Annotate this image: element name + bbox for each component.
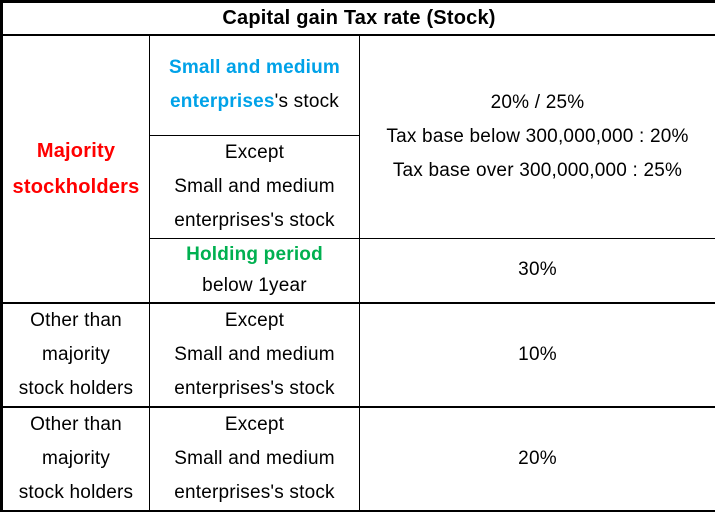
cell-except-sme-other-1: Except Small and medium enterprises's st… xyxy=(149,301,360,408)
cell-rate-other-1: 10% xyxy=(359,301,715,408)
except-sme-other-2-line2: Small and medium xyxy=(174,447,335,469)
other-majority-2-line2: majority xyxy=(41,447,111,469)
cell-except-sme-majority: Except Small and medium enterprises's st… xyxy=(149,135,360,239)
cell-rate-majority-sme: 20% / 25% Tax base below 300,000,000 : 2… xyxy=(359,34,715,239)
other-majority-1-line3: stock holders xyxy=(18,377,134,399)
except-sme-other-2-line1: Except xyxy=(224,413,285,435)
except-sme-majority-line1: Except xyxy=(224,142,285,163)
sme-stock-line2-highlight: enterprises xyxy=(170,91,275,113)
rate-majority-summary: 20% / 25% xyxy=(490,91,585,113)
table-title: Capital gain Tax rate (Stock) xyxy=(1,1,715,36)
rowheader-majority-stockholders: Majority stockholders xyxy=(1,34,150,303)
cell-sme-stock: Small and medium enterprises's stock xyxy=(149,34,360,136)
except-sme-majority-line3: enterprises's stock xyxy=(174,210,335,231)
other-majority-2-line3: stock holders xyxy=(18,481,134,503)
other-majority-1-line2: majority xyxy=(41,343,111,365)
cell-holding-period: Holding period below 1year xyxy=(149,238,360,304)
cell-rate-holding-period: 30% xyxy=(359,238,715,304)
other-majority-2-line1: Other than xyxy=(30,413,122,435)
other-majority-1-line1: Other than xyxy=(30,309,122,331)
rate-majority-below-detail: Tax base below 300,000,000 : 20% xyxy=(386,125,689,147)
holding-period-line1: Holding period xyxy=(186,244,323,266)
except-sme-other-1-line2: Small and medium xyxy=(174,343,335,365)
holding-period-line2: below 1year xyxy=(202,275,307,297)
rate-majority-over-detail: Tax base over 300,000,000 : 25% xyxy=(392,159,683,181)
cell-rate-other-2: 20% xyxy=(359,405,715,512)
majority-stockholders-line2: stockholders xyxy=(12,175,140,198)
rowheader-other-than-majority-1: Other than majority stock holders xyxy=(1,301,150,408)
cell-except-sme-other-2: Except Small and medium enterprises's st… xyxy=(149,405,360,512)
except-sme-other-2-line3: enterprises's stock xyxy=(174,481,335,503)
except-sme-majority-line2: Small and medium xyxy=(174,176,335,197)
except-sme-other-1-line3: enterprises's stock xyxy=(174,377,335,399)
sme-stock-line1: Small and medium xyxy=(168,57,341,79)
except-sme-other-1-line1: Except xyxy=(224,309,285,331)
rowheader-other-than-majority-2: Other than majority stock holders xyxy=(1,405,150,512)
sme-stock-line2-plain: 's stock xyxy=(274,91,339,113)
sme-stock-line2: enterprises's stock xyxy=(150,85,359,119)
majority-stockholders-line1: Majority xyxy=(36,139,116,162)
